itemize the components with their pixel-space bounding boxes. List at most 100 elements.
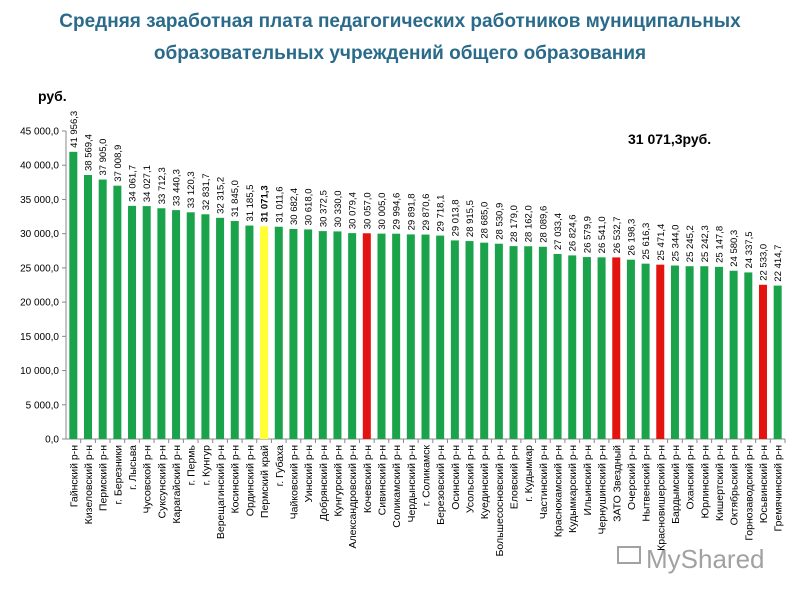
category-label: Октябрьский р-н — [729, 445, 741, 526]
bar — [568, 255, 577, 439]
value-label: 28 179,0 — [509, 205, 520, 242]
category-label: Юрлинский р-н — [699, 445, 711, 519]
y-tick-label: 20 000,0 — [20, 298, 59, 309]
category-label: Чернушинский р-н — [597, 445, 609, 535]
bar — [69, 151, 78, 439]
category-label: Добрянский р-н — [318, 445, 330, 521]
bar — [524, 246, 533, 439]
bar — [304, 229, 313, 439]
bar — [729, 270, 738, 439]
value-label: 34 027,1 — [142, 165, 153, 202]
value-label: 29 870,6 — [421, 194, 432, 231]
bar — [333, 231, 342, 439]
value-label: 28 162,0 — [524, 205, 535, 242]
bar — [260, 226, 269, 439]
value-label: 33 440,3 — [172, 169, 183, 206]
bar — [348, 233, 357, 439]
value-label: 31 845,0 — [230, 180, 241, 217]
category-label: Очерский р-н — [626, 445, 638, 510]
value-label: 26 824,6 — [568, 214, 579, 251]
category-label: Пермский край — [259, 445, 271, 518]
category-label: Сивинский р-н — [376, 445, 388, 516]
average-annotation: 31 071,3руб. — [628, 131, 711, 147]
y-tick-label: 45 000,0 — [20, 127, 59, 138]
category-label: Соликамский р-н — [391, 445, 403, 528]
bar — [157, 208, 166, 439]
category-label: Оханский р-н — [685, 445, 697, 510]
category-label: Еловский р-н — [509, 445, 521, 509]
value-label: 31 071,3 — [260, 185, 271, 222]
value-label: 27 033,4 — [553, 213, 564, 250]
category-label: Уинский р-н — [303, 445, 315, 503]
category-label: Кудымкарский р-н — [567, 445, 579, 533]
value-label: 24 337,5 — [744, 231, 755, 268]
value-label: 29 013,8 — [450, 199, 461, 236]
bar — [245, 225, 254, 439]
bar — [494, 243, 503, 439]
value-label: 24 580,3 — [729, 230, 740, 267]
value-label: 25 616,3 — [641, 223, 652, 260]
value-label: 25 147,8 — [714, 226, 725, 263]
category-label: Ильинский р-н — [582, 445, 594, 516]
bar — [538, 246, 547, 439]
value-label: 37 008,9 — [113, 145, 124, 182]
bar — [113, 185, 122, 439]
value-label: 33 120,3 — [186, 171, 197, 208]
bar — [582, 257, 591, 439]
bar — [201, 214, 210, 439]
value-label: 22 533,0 — [758, 244, 769, 281]
category-label: Суксунский р-н — [156, 445, 168, 519]
y-tick-label: 0,0 — [45, 435, 59, 446]
category-label: Горнозаводский р-н — [743, 445, 755, 541]
value-label: 30 005,0 — [377, 193, 388, 230]
y-tick-label: 40 000,0 — [20, 161, 59, 172]
category-label: Чусовской р-н — [142, 445, 154, 514]
value-label: 26 198,3 — [626, 219, 637, 256]
category-label: Кунгурский р-н — [332, 445, 344, 517]
y-tick-label: 5 000,0 — [26, 400, 60, 411]
bar — [377, 233, 386, 439]
category-label: Куединский р-н — [479, 445, 491, 519]
category-label: Нытвенский р-н — [641, 445, 653, 522]
value-label: 31 185,5 — [245, 185, 256, 222]
watermark-text: MyShared — [646, 544, 765, 574]
value-label: 32 831,7 — [201, 173, 212, 210]
bar — [700, 266, 709, 439]
category-label: Усольский р-н — [465, 445, 477, 513]
value-label: 26 579,9 — [582, 216, 593, 253]
bar — [274, 226, 283, 439]
value-label: 25 242,3 — [700, 225, 711, 262]
y-tick-label: 30 000,0 — [20, 229, 59, 240]
value-label: 29 891,8 — [406, 193, 417, 230]
y-tick-label: 35 000,0 — [20, 195, 59, 206]
bar — [230, 221, 239, 439]
y-tick-label: 10 000,0 — [20, 366, 59, 377]
value-label: 25 471,4 — [656, 224, 667, 261]
category-label: Кочевский р-н — [362, 445, 374, 513]
category-label: ЗАТО Звездный — [611, 445, 623, 522]
category-label: Бардымский р-н — [670, 445, 682, 524]
bar — [773, 285, 782, 439]
category-label: Пермский р-н — [98, 445, 110, 511]
bar — [670, 265, 679, 439]
value-label: 41 956,3 — [69, 111, 80, 148]
value-label: 37 905,0 — [98, 139, 109, 176]
category-label: г. Кунгур — [200, 445, 212, 486]
category-label: Верещагинский р-н — [215, 445, 227, 539]
bar — [758, 284, 767, 439]
value-label: 28 089,6 — [538, 206, 549, 243]
category-label: г. Губаха — [274, 445, 286, 486]
chart-title-line2: образовательных учреждений общего образо… — [153, 43, 647, 64]
bar — [172, 210, 181, 439]
bar — [362, 233, 371, 439]
category-label: Гайнский р-н — [68, 445, 80, 507]
category-label: Осинский р-н — [450, 445, 462, 510]
value-label: 31 011,6 — [274, 186, 285, 222]
value-label: 25 344,0 — [670, 225, 681, 262]
bar — [553, 253, 562, 439]
category-label: г. Кудымкар — [523, 445, 535, 502]
category-label: Березовский р-н — [435, 445, 447, 525]
bar — [597, 257, 606, 439]
bar — [289, 228, 298, 439]
